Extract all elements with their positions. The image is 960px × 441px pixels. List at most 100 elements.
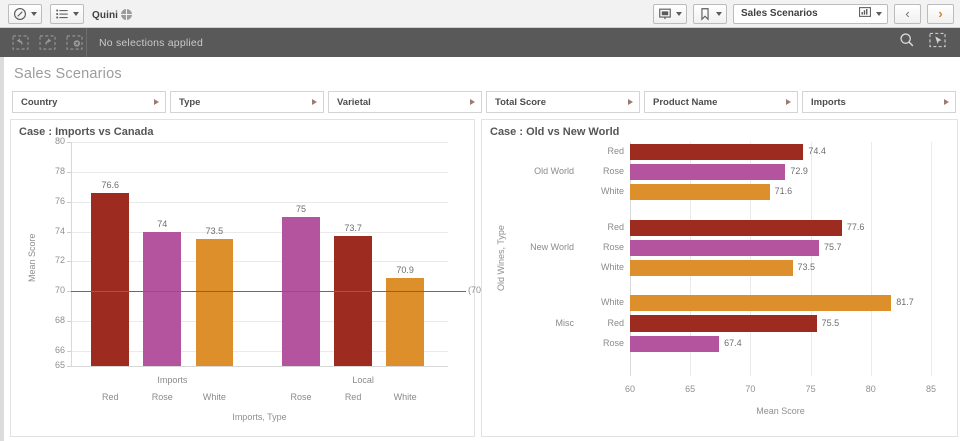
group-label: New World bbox=[530, 241, 574, 252]
x-gridline bbox=[870, 142, 872, 376]
filter-varietal[interactable]: Varietal bbox=[328, 91, 482, 113]
bar[interactable] bbox=[630, 295, 892, 312]
chevron-right-icon bbox=[628, 99, 633, 105]
bar[interactable] bbox=[386, 277, 424, 366]
chart-old-vs-new-world[interactable]: Case : Old vs New World 60 65 70 75 80 85 74.4… bbox=[481, 119, 958, 437]
bar[interactable] bbox=[630, 260, 793, 277]
x-axis-tick-label: 60 bbox=[624, 384, 635, 394]
sheets-menu-button[interactable] bbox=[50, 3, 84, 24]
navigation-menu-button[interactable] bbox=[8, 3, 42, 24]
bar-value-label: 75 bbox=[296, 203, 307, 214]
bar-value-label: 73.5 bbox=[797, 262, 816, 273]
filter-label: Type bbox=[179, 96, 201, 108]
filter-label: Total Score bbox=[495, 96, 547, 108]
filter-product-name[interactable]: Product Name bbox=[644, 91, 798, 113]
x-axis-tick-label: 85 bbox=[925, 384, 936, 394]
bar[interactable] bbox=[334, 236, 372, 366]
app-name[interactable]: Quini bbox=[92, 7, 133, 21]
category-label: Red bbox=[607, 221, 624, 232]
y-tick-mark bbox=[67, 351, 71, 353]
filter-label: Varietal bbox=[337, 96, 371, 108]
y-tick-mark bbox=[67, 366, 71, 367]
bookmarks-button[interactable] bbox=[693, 3, 727, 24]
bar-value-label: 73.7 bbox=[344, 223, 362, 234]
bar[interactable] bbox=[630, 219, 842, 236]
category-label: Rose bbox=[151, 392, 173, 402]
selection-bar-actions bbox=[899, 32, 960, 53]
chevron-right-icon bbox=[312, 99, 317, 105]
y-axis-tick-label: 70 bbox=[54, 285, 65, 296]
y-gridline bbox=[71, 201, 448, 203]
filter-type[interactable]: Type bbox=[170, 91, 324, 113]
y-axis-tick-label: 72 bbox=[54, 255, 65, 266]
y-axis-title: Mean Score bbox=[27, 233, 37, 282]
bar-value-label: 81.7 bbox=[896, 297, 914, 308]
bar[interactable] bbox=[630, 144, 804, 161]
filter-total-score[interactable]: Total Score bbox=[486, 91, 640, 113]
bar[interactable] bbox=[91, 192, 130, 366]
chevron-down-icon bbox=[31, 11, 37, 16]
chart-title: Case : Old vs New World bbox=[490, 126, 620, 138]
selection-step-back-icon[interactable] bbox=[12, 35, 29, 50]
bar[interactable] bbox=[195, 239, 234, 366]
previous-sheet-button[interactable]: ‹ bbox=[894, 3, 921, 24]
page-title: Sales Scenarios bbox=[14, 66, 122, 82]
bar-value-label: 76.6 bbox=[101, 179, 120, 190]
current-sheet-selector[interactable]: Sales Scenarios bbox=[733, 3, 888, 24]
y-axis-line bbox=[630, 142, 631, 376]
bar-value-label: 67.4 bbox=[724, 337, 742, 348]
reference-line-label: (70) bbox=[468, 285, 485, 296]
y-tick-mark bbox=[67, 321, 71, 323]
bar[interactable] bbox=[630, 315, 817, 332]
filter-imports[interactable]: Imports bbox=[802, 91, 956, 113]
bar-value-label: 74.4 bbox=[808, 146, 826, 157]
selection-status: No selections applied bbox=[99, 36, 204, 49]
y-axis-tick-label: 66 bbox=[54, 345, 65, 356]
chevron-down-icon bbox=[73, 11, 79, 16]
y-axis-tick-label: 68 bbox=[54, 315, 65, 326]
chart-icon bbox=[858, 5, 872, 22]
bar-value-label: 77.6 bbox=[846, 221, 865, 232]
filter-country[interactable]: Country bbox=[12, 91, 166, 113]
category-label: Rose bbox=[602, 166, 624, 177]
y-axis-tick-label: 78 bbox=[54, 165, 65, 176]
bar[interactable] bbox=[282, 216, 320, 366]
bar-value-label: 74 bbox=[157, 218, 168, 229]
bar-value-label: 75.5 bbox=[821, 317, 840, 328]
category-label: White bbox=[600, 262, 624, 273]
current-sheet-label: Sales Scenarios bbox=[741, 8, 818, 19]
category-label: Red bbox=[344, 392, 362, 402]
bar[interactable] bbox=[630, 164, 786, 181]
search-icon[interactable] bbox=[899, 32, 915, 53]
bar-value-label: 70.9 bbox=[396, 264, 414, 275]
y-axis-title: Old Wines, Type bbox=[496, 225, 506, 291]
bar[interactable] bbox=[143, 231, 182, 366]
x-axis-title: Mean Score bbox=[756, 406, 805, 416]
chevron-left-icon: ‹ bbox=[905, 6, 910, 21]
next-sheet-button[interactable]: › bbox=[927, 3, 954, 24]
category-label: Red bbox=[102, 392, 119, 402]
y-tick-mark bbox=[67, 142, 71, 143]
x-axis-tick-label: 65 bbox=[685, 384, 696, 394]
selection-step-forward-icon[interactable] bbox=[39, 35, 56, 50]
filter-label: Product Name bbox=[653, 96, 718, 108]
bar-value-label: 73.5 bbox=[205, 226, 224, 237]
group-label: Old World bbox=[534, 166, 574, 177]
clear-all-selections-icon[interactable] bbox=[66, 35, 83, 50]
y-tick-mark bbox=[67, 291, 71, 293]
y-gridline bbox=[71, 171, 448, 173]
y-tick-mark bbox=[67, 261, 71, 263]
category-label: White bbox=[600, 186, 624, 197]
bar-value-label: 72.9 bbox=[790, 166, 808, 177]
y-gridline bbox=[71, 142, 448, 143]
bar[interactable] bbox=[630, 335, 720, 352]
y-gridline bbox=[71, 321, 448, 323]
y-tick-mark bbox=[67, 171, 71, 173]
bar[interactable] bbox=[630, 239, 820, 256]
bar[interactable] bbox=[630, 184, 770, 201]
chart-imports-vs-canada[interactable]: Case : Imports vs Canada 65 66 68 70 72 74 76 7… bbox=[10, 119, 484, 437]
category-label: White bbox=[600, 297, 624, 308]
sheet-view-button[interactable] bbox=[653, 3, 687, 24]
selections-tool-icon[interactable] bbox=[929, 32, 946, 53]
y-axis-tick-label: 76 bbox=[54, 195, 65, 206]
